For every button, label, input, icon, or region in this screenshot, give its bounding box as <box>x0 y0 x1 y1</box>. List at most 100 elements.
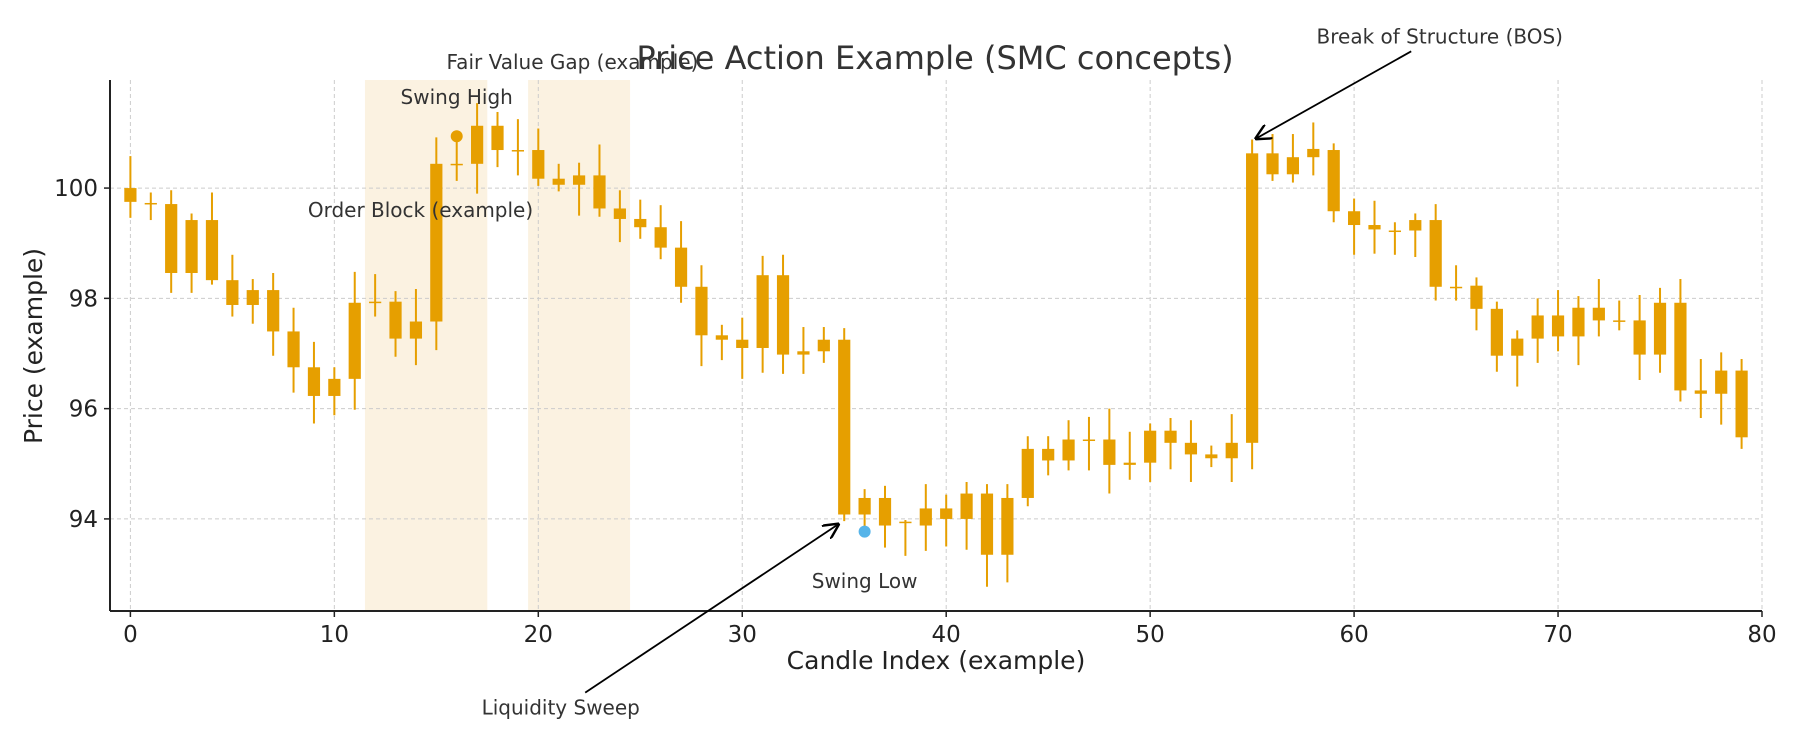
x-tick-label: 70 <box>1543 622 1572 648</box>
candle-body <box>572 175 586 185</box>
annotation-arrow <box>1256 50 1412 138</box>
candle-body <box>491 125 504 151</box>
y-tick-label: 96 <box>69 397 98 423</box>
candle-body <box>1613 320 1626 322</box>
candle-body <box>1470 285 1483 309</box>
candle-body <box>797 351 810 355</box>
candle-body <box>1694 390 1707 394</box>
candle-body <box>287 331 300 368</box>
candle-body <box>878 497 892 526</box>
x-axis-label: Candle Index (example) <box>787 646 1086 675</box>
x-tick-label: 60 <box>1339 622 1368 648</box>
annotations: Order Block (example) Fair Value Gap (exa… <box>308 24 1563 719</box>
candle-body <box>940 508 953 519</box>
candle-body <box>838 339 851 515</box>
y-tick-label: 98 <box>69 286 98 312</box>
candle-body <box>736 339 749 348</box>
zone-band <box>364 80 488 611</box>
candle-body <box>369 301 382 304</box>
candle-body <box>389 301 402 339</box>
candle-body <box>1388 230 1401 233</box>
candle-body <box>1021 448 1034 498</box>
candle-body <box>756 275 769 348</box>
candle-body <box>1123 462 1136 465</box>
candle-body <box>980 493 994 555</box>
candle-body <box>776 275 790 355</box>
candle-body <box>226 280 239 305</box>
candle-body <box>654 227 667 248</box>
chart-title: Price Action Example (SMC concepts) <box>636 39 1233 77</box>
candle-body <box>715 335 728 340</box>
candle-body <box>552 178 565 185</box>
candle-body <box>532 150 545 179</box>
candle-body <box>1225 442 1238 459</box>
x-tick-label: 80 <box>1747 622 1776 648</box>
swing-marker <box>450 130 463 143</box>
candle-body <box>1347 211 1361 226</box>
candles <box>124 103 1748 587</box>
candle-body <box>1164 430 1177 443</box>
arrow-label: Liquidity Sweep <box>482 695 640 719</box>
candle-body <box>267 290 280 332</box>
grid <box>110 80 1763 611</box>
candle-body <box>450 163 463 166</box>
candle-body <box>1572 307 1585 337</box>
candle-body <box>1062 439 1075 461</box>
candle-body <box>124 188 137 202</box>
y-axis-label: Price (example) <box>19 248 48 444</box>
zone-label: Fair Value Gap (example) <box>447 50 699 74</box>
candle-body <box>1511 338 1524 356</box>
candle-body <box>1103 439 1116 465</box>
x-tick-label: 30 <box>728 622 757 648</box>
x-tick-label: 20 <box>524 622 553 648</box>
candle-body <box>328 378 341 396</box>
candle-body <box>1042 448 1055 461</box>
candle-body <box>1246 153 1259 443</box>
candle-body <box>185 220 198 273</box>
candle-body <box>695 286 708 336</box>
candle-body <box>1368 225 1381 230</box>
candle-body <box>634 218 647 228</box>
candle-body <box>1205 454 1218 459</box>
candle-body <box>1592 307 1605 321</box>
candle-body <box>246 290 259 305</box>
marker-label: Swing Low <box>812 569 918 593</box>
candle-body <box>1001 497 1014 555</box>
x-tick-label: 10 <box>320 622 349 648</box>
annotation-arrow <box>584 524 838 694</box>
zone-label: Order Block (example) <box>308 198 533 222</box>
candle-body <box>511 150 525 152</box>
candle-body <box>858 497 871 515</box>
candle-body <box>1674 302 1687 391</box>
candle-body <box>593 175 606 209</box>
candle-body <box>1490 308 1503 356</box>
candle-body <box>1429 220 1442 287</box>
candle-body <box>205 220 219 281</box>
y-tick-label: 100 <box>54 176 98 202</box>
candle-body <box>1633 320 1646 355</box>
candle-body <box>1184 442 1198 455</box>
candle-body <box>307 367 321 396</box>
candle-body <box>430 163 443 322</box>
candle-body <box>1307 148 1320 158</box>
candle-body <box>144 202 157 205</box>
candle-body <box>471 125 484 164</box>
axes: 0 10 20 30 40 50 60 70 80 94 96 98 100 <box>54 80 1777 648</box>
candle-body <box>1266 153 1279 175</box>
arrow-label: Break of Structure (BOS) <box>1317 24 1563 48</box>
candle-body <box>919 508 932 526</box>
candle-body <box>960 493 973 519</box>
candle-body <box>613 208 626 219</box>
x-tick-label: 0 <box>123 622 138 648</box>
candle-body <box>674 247 688 287</box>
candle-body <box>1735 370 1748 438</box>
x-tick-label: 40 <box>932 622 961 648</box>
candle-body <box>1144 430 1157 463</box>
y-tick-label: 94 <box>69 507 98 533</box>
candle-body <box>1286 157 1300 175</box>
candle-body <box>409 321 423 339</box>
candle-body <box>1551 315 1565 337</box>
candle-body <box>1082 439 1096 442</box>
candle-body <box>1653 302 1667 355</box>
